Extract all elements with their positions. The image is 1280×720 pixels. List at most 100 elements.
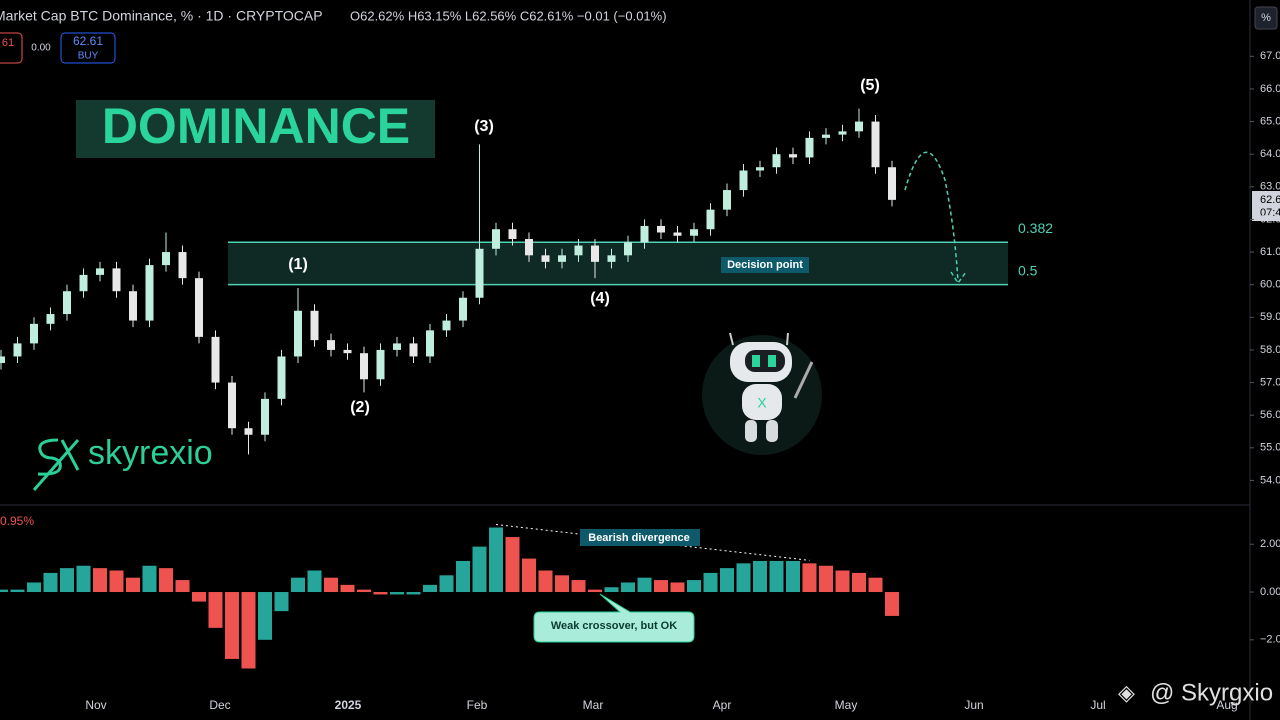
histogram-bar bbox=[324, 577, 338, 593]
histogram-bar bbox=[835, 570, 850, 593]
fib-label: 0.382 bbox=[1018, 220, 1053, 236]
osc-tick-label: −2.00 bbox=[1260, 634, 1280, 646]
spread: 0.00 bbox=[31, 43, 51, 54]
candle-body bbox=[30, 323, 38, 344]
percent-button[interactable] bbox=[1254, 6, 1278, 30]
candle-body bbox=[211, 336, 220, 383]
candle-body bbox=[426, 330, 434, 357]
histogram-bar bbox=[126, 577, 140, 593]
histogram-bar bbox=[472, 546, 487, 593]
candle-body bbox=[690, 229, 698, 236]
candle-body bbox=[657, 225, 665, 233]
y-tick-label: 62.0 bbox=[1260, 213, 1280, 225]
histogram-bar bbox=[819, 565, 833, 593]
osc-tick-label: 0.00 bbox=[1260, 586, 1280, 598]
candle-body bbox=[574, 245, 583, 256]
candle-body bbox=[96, 268, 104, 275]
candle-body bbox=[310, 310, 319, 341]
histogram-bar bbox=[703, 572, 718, 593]
histogram-bar bbox=[769, 560, 784, 593]
candle-body bbox=[327, 340, 335, 350]
y-tick-label: 61.0 bbox=[1260, 246, 1280, 258]
candle-body bbox=[393, 343, 401, 350]
candle-body bbox=[756, 167, 764, 171]
candle-body bbox=[277, 356, 286, 399]
candle-body bbox=[888, 167, 896, 200]
buy-button[interactable] bbox=[60, 32, 116, 64]
buy-price: 62.61 bbox=[73, 34, 103, 48]
histogram-bar bbox=[406, 592, 421, 595]
decision-zone bbox=[228, 242, 1008, 285]
histogram-bar bbox=[555, 575, 569, 593]
candle-body bbox=[558, 255, 566, 262]
histogram-bar bbox=[60, 568, 74, 593]
candle-body bbox=[459, 297, 467, 321]
wave-label: (4) bbox=[590, 290, 610, 307]
candle-body bbox=[723, 190, 731, 210]
sell-button[interactable] bbox=[0, 32, 23, 64]
robot-logo: X bbox=[757, 395, 767, 411]
x-tick-label: 2025 bbox=[335, 698, 362, 712]
header-ohlc: O62.62% H63.15% L62.56% C62.61% −0.01 (−… bbox=[350, 8, 667, 23]
candle-body bbox=[376, 349, 385, 380]
y-tick-label: 60.0 bbox=[1260, 279, 1280, 291]
x-tick-label: Jun bbox=[964, 698, 983, 712]
headline: DOMINANCE bbox=[102, 98, 410, 154]
candle-body bbox=[591, 245, 599, 262]
candle-body bbox=[838, 131, 847, 135]
x-tick-label: Mar bbox=[583, 698, 604, 712]
buy-label: BUY bbox=[78, 51, 99, 62]
y-tick-label: 55.0 bbox=[1260, 442, 1280, 454]
projection-arrow bbox=[904, 151, 967, 285]
histogram-bar bbox=[423, 584, 437, 593]
sell-price: 61 bbox=[2, 37, 14, 49]
brand-logo bbox=[32, 438, 80, 491]
candle-body bbox=[145, 265, 154, 321]
fib-label: 0.5 bbox=[1018, 262, 1038, 278]
histogram-bar bbox=[93, 568, 107, 593]
candle-body bbox=[360, 353, 368, 380]
histogram-bar bbox=[340, 584, 355, 593]
histogram-bar bbox=[571, 580, 586, 593]
histogram-bar bbox=[307, 570, 322, 593]
osc-tick-label: 2.00 bbox=[1260, 538, 1280, 550]
candle-body bbox=[79, 274, 88, 292]
y-tick-label: 67.0 bbox=[1260, 50, 1280, 62]
wave-label: (3) bbox=[474, 118, 494, 135]
y-tick-label: 58.0 bbox=[1260, 344, 1280, 356]
y-tick-label: 63.0 bbox=[1260, 181, 1280, 193]
percent-label: % bbox=[1261, 12, 1271, 24]
histogram-bar bbox=[43, 572, 58, 593]
candle-body bbox=[624, 242, 632, 256]
histogram-bar bbox=[159, 568, 173, 593]
x-tick-label: Nov bbox=[85, 698, 106, 712]
histogram-bar bbox=[736, 563, 751, 593]
wave-label: (5) bbox=[860, 77, 880, 94]
histogram-bar bbox=[142, 565, 157, 593]
histogram-bar bbox=[241, 592, 256, 669]
x-tick-label: Feb bbox=[467, 698, 488, 712]
histogram-bar bbox=[720, 568, 734, 593]
y-tick-label: 66.0 bbox=[1260, 83, 1280, 95]
histogram-bar bbox=[654, 580, 668, 593]
candle-body bbox=[871, 121, 880, 168]
candle-body bbox=[442, 320, 451, 331]
histogram-bar bbox=[637, 577, 652, 593]
candle-body bbox=[13, 343, 22, 357]
candle-body bbox=[63, 291, 71, 315]
histogram-bar bbox=[670, 582, 685, 593]
y-tick-label: 56.0 bbox=[1260, 409, 1280, 421]
histogram-bar bbox=[588, 589, 602, 593]
candle-body bbox=[673, 232, 682, 236]
candle-body bbox=[178, 252, 187, 279]
candle-body bbox=[525, 239, 533, 256]
candle-body bbox=[244, 428, 253, 435]
header-title: Market Cap BTC Dominance, % · 1D · CRYPT… bbox=[0, 8, 323, 24]
candle-body bbox=[475, 248, 484, 298]
histogram-bar bbox=[208, 592, 223, 628]
candle-body bbox=[541, 255, 550, 262]
histogram-bar bbox=[175, 580, 190, 593]
histogram-bar bbox=[390, 592, 404, 595]
candle-body bbox=[409, 343, 418, 357]
